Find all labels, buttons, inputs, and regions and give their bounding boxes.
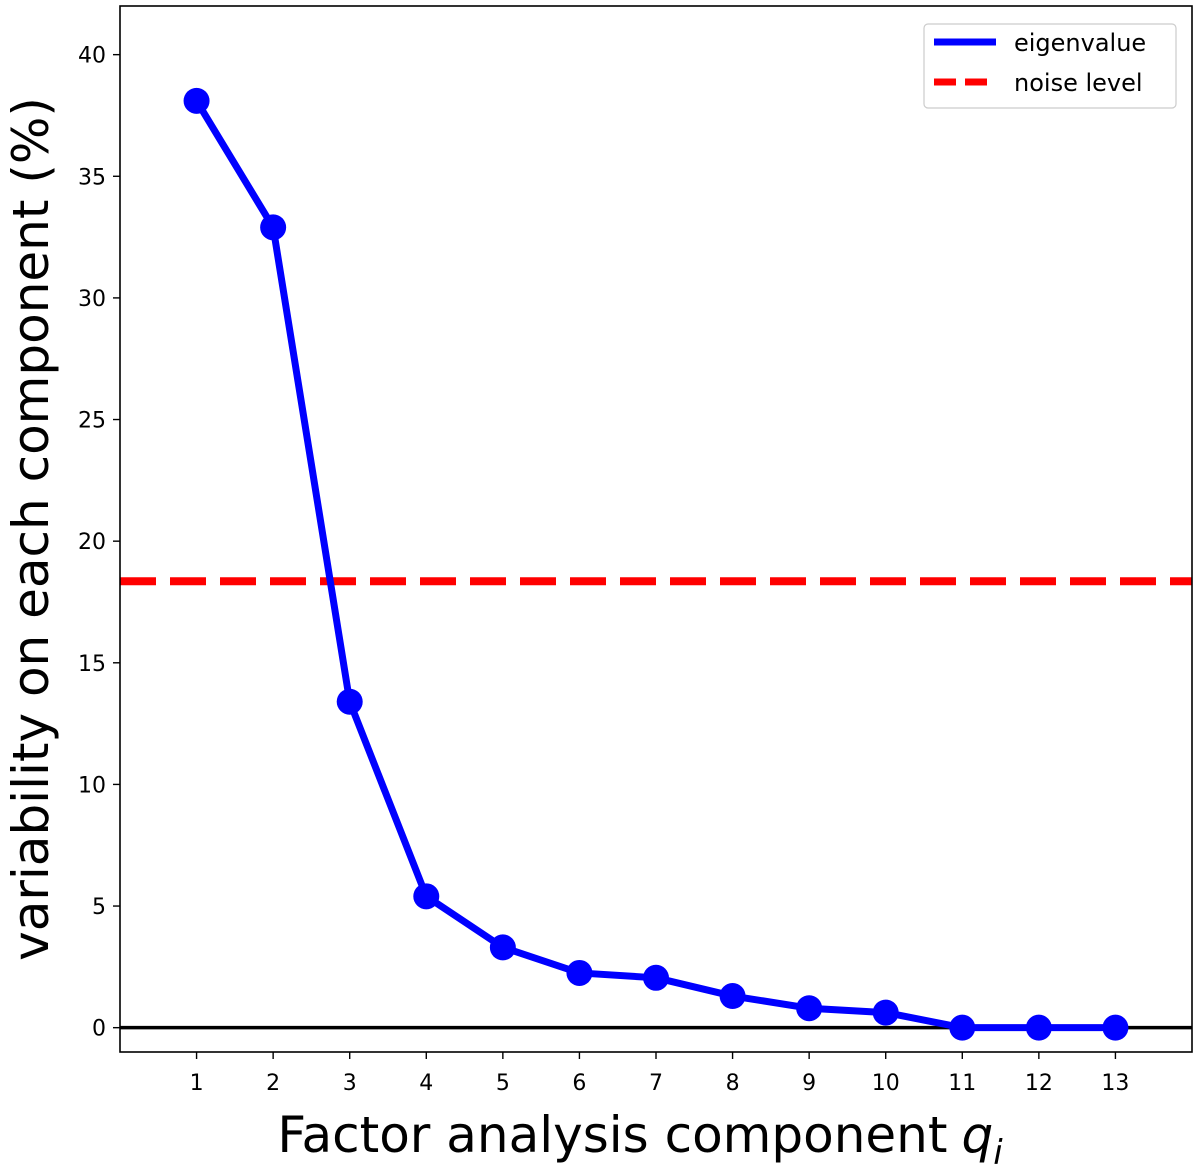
y-tick-label-35: 35 bbox=[78, 165, 106, 190]
x-tick-label-4: 4 bbox=[419, 1071, 433, 1096]
x-tick-label-10: 10 bbox=[872, 1071, 900, 1096]
x-tick-label-9: 9 bbox=[802, 1071, 816, 1096]
y-tick-label-20: 20 bbox=[78, 530, 106, 555]
x-tick-label-12: 12 bbox=[1025, 1071, 1053, 1096]
x-tick-label-7: 7 bbox=[649, 1071, 663, 1096]
x-axis-title-symbol: q bbox=[961, 1106, 993, 1164]
x-tick-label-3: 3 bbox=[343, 1071, 357, 1096]
eigenvalue-point-11 bbox=[949, 1014, 976, 1041]
eigenvalue-point-3 bbox=[336, 688, 363, 715]
y-tick-label-30: 30 bbox=[78, 287, 106, 312]
eigenvalue-point-13 bbox=[1102, 1014, 1129, 1041]
x-tick-label-2: 2 bbox=[266, 1071, 280, 1096]
legend-label-eigenvalue: eigenvalue bbox=[1014, 29, 1146, 57]
y-tick-label-40: 40 bbox=[78, 44, 106, 69]
y-tick-label-10: 10 bbox=[78, 773, 106, 798]
y-tick-label-15: 15 bbox=[78, 652, 106, 677]
eigenvalue-point-8 bbox=[719, 983, 746, 1010]
eigenvalue-point-6 bbox=[566, 959, 593, 986]
eigenvalue-point-7 bbox=[643, 964, 669, 991]
x-tick-label-8: 8 bbox=[726, 1071, 740, 1096]
y-tick-label-0: 0 bbox=[92, 1017, 106, 1042]
y-tick-label-25: 25 bbox=[78, 409, 106, 434]
eigenvalue-point-5 bbox=[489, 934, 516, 961]
legend-label-noise-level: noise level bbox=[1014, 69, 1143, 97]
eigenvalue-point-4 bbox=[413, 883, 440, 910]
x-axis-title-subscript: i bbox=[993, 1133, 1003, 1173]
y-tick-label-5: 5 bbox=[92, 895, 106, 920]
eigenvalue-point-2 bbox=[260, 214, 287, 241]
x-axis-title: Factor analysis component qi bbox=[277, 1106, 1003, 1173]
x-tick-label-11: 11 bbox=[948, 1071, 976, 1096]
eigenvalue-point-12 bbox=[1025, 1014, 1052, 1041]
y-axis-title: variability on each component (%) bbox=[2, 97, 60, 961]
plot-area-frame bbox=[119, 5, 1193, 1053]
legend: eigenvalue noise level bbox=[923, 23, 1177, 109]
x-tick-label-1: 1 bbox=[190, 1071, 204, 1096]
x-axis-title-text: Factor analysis component bbox=[277, 1106, 947, 1164]
x-tick-label-5: 5 bbox=[496, 1071, 510, 1096]
x-tick-label-13: 13 bbox=[1101, 1071, 1129, 1096]
x-tick-label-6: 6 bbox=[572, 1071, 586, 1096]
eigenvalue-point-10 bbox=[872, 999, 899, 1026]
eigenvalue-line bbox=[193, 99, 1116, 1032]
eigenvalue-point-1 bbox=[183, 87, 210, 114]
eigenvalue-point-9 bbox=[796, 995, 823, 1022]
